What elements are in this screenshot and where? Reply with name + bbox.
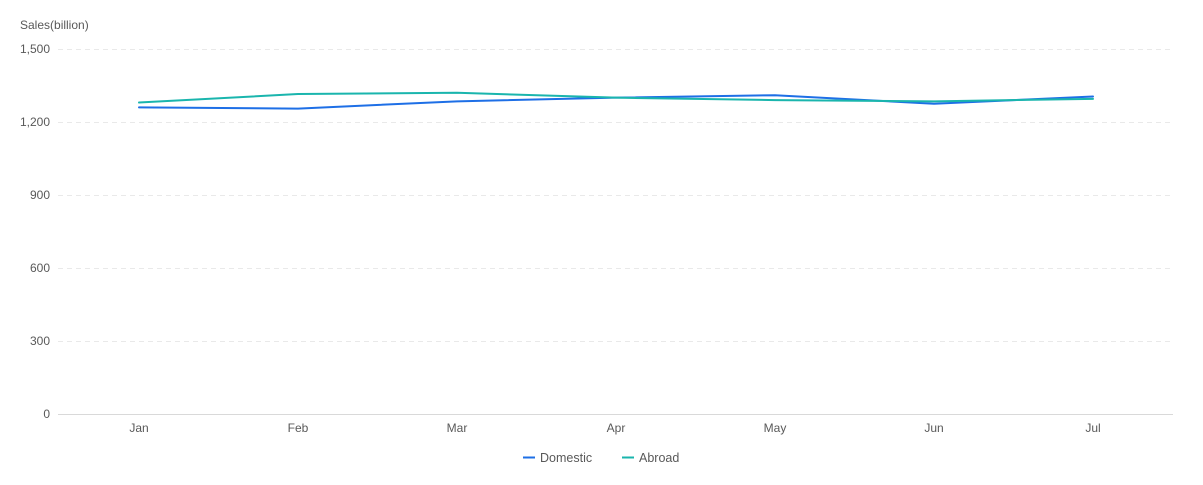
y-tick-label: 900 <box>30 188 50 202</box>
y-axis-ticks: 0 300 600 900 1,200 1,500 <box>20 42 50 421</box>
x-tick-label: Feb <box>288 421 309 435</box>
legend-label: Abroad <box>639 451 679 465</box>
series-lines <box>138 91 1094 110</box>
x-tick-label: Jan <box>129 421 148 435</box>
legend-item-abroad[interactable]: Abroad <box>622 451 679 465</box>
grid-lines <box>58 49 1173 342</box>
x-tick-label: May <box>764 421 787 435</box>
x-tick-label: Apr <box>607 421 626 435</box>
x-tick-label: Jun <box>924 421 943 435</box>
legend: Domestic Abroad <box>523 451 679 465</box>
y-axis-title: Sales(billion) <box>20 18 89 32</box>
y-tick-label: 0 <box>43 407 50 421</box>
x-axis-ticks: Jan Feb Mar Apr May Jun Jul <box>129 421 1100 435</box>
legend-item-domestic[interactable]: Domestic <box>523 451 592 465</box>
x-tick-label: Jul <box>1085 421 1100 435</box>
legend-label: Domestic <box>540 451 592 465</box>
y-tick-label: 1,200 <box>20 115 50 129</box>
x-tick-label: Mar <box>447 421 468 435</box>
y-tick-label: 1,500 <box>20 42 50 56</box>
series-line-abroad <box>138 91 1094 104</box>
y-tick-label: 600 <box>30 261 50 275</box>
y-tick-label: 300 <box>30 334 50 348</box>
